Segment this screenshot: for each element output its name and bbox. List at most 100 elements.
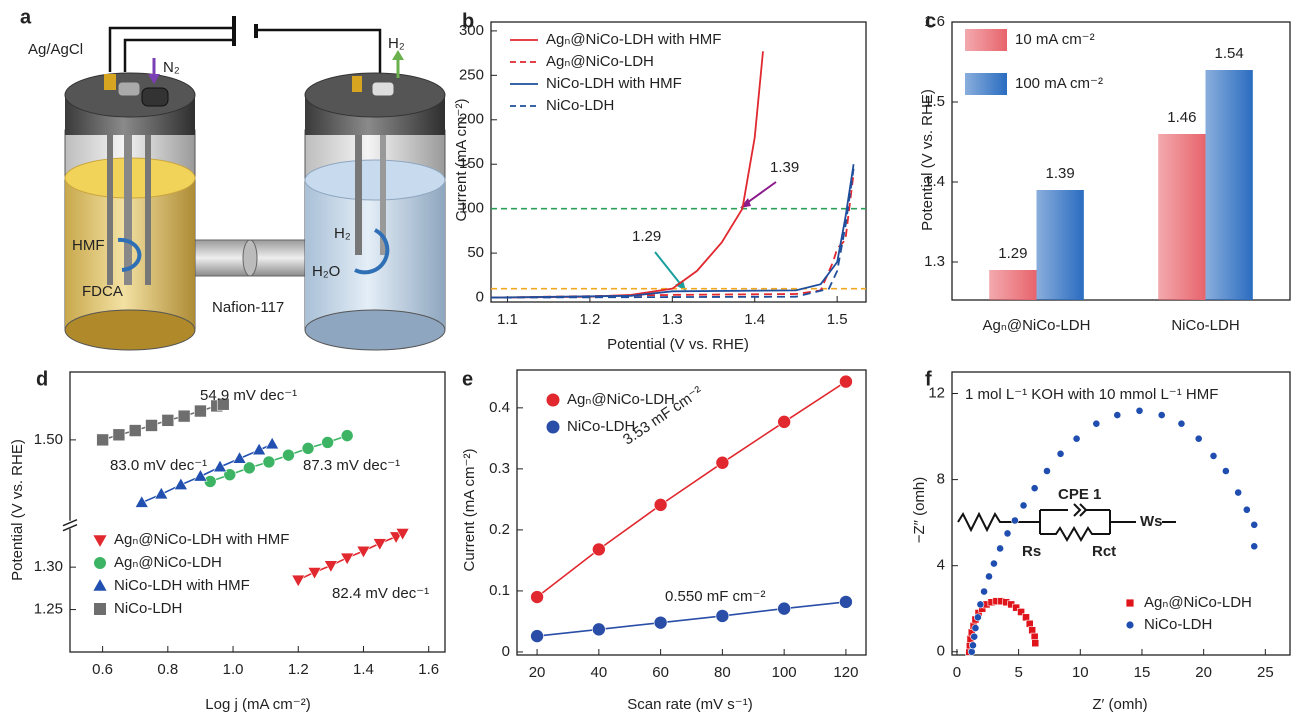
- y-axis-label: Potential (V vs. RHE): [919, 89, 936, 231]
- marker: [1011, 516, 1019, 525]
- x-tick-label: 0: [953, 664, 961, 681]
- electrode: [124, 135, 132, 285]
- marker: [980, 587, 988, 596]
- marker: [1092, 419, 1101, 428]
- x-tick-label: 5: [1014, 664, 1022, 681]
- marker: [282, 448, 295, 462]
- value-label: 1.29: [998, 245, 1027, 262]
- marker: [340, 429, 354, 442]
- diagram-label: N₂: [163, 59, 180, 76]
- marker: [1017, 608, 1025, 616]
- y-tick-label: 0: [937, 643, 945, 660]
- legend-label: NiCo-LDH: [114, 600, 182, 617]
- marker: [974, 613, 982, 622]
- x-tick-label: 100: [772, 664, 797, 681]
- annotation-arrow: [743, 181, 777, 206]
- electrode: [380, 135, 386, 255]
- legend-label: Agₙ@NiCo-LDH: [567, 391, 675, 408]
- y-tick-label: 250: [459, 66, 484, 83]
- y-tick-label: 0.3: [489, 460, 510, 477]
- plot-frame: [490, 21, 867, 303]
- diagram-label: H₂: [388, 35, 405, 52]
- reaction-arrow: [117, 237, 142, 272]
- x-tick-label: Agₙ@NiCo-LDH: [983, 317, 1091, 334]
- marker: [1126, 621, 1134, 629]
- marker: [212, 459, 228, 473]
- gas-arrow-head: [392, 50, 404, 60]
- plot-frame: [516, 369, 867, 656]
- bar: [1036, 190, 1084, 300]
- marker: [546, 393, 560, 407]
- diagram-label: FDCA: [82, 283, 123, 300]
- y-tick-label: 0.4: [489, 399, 510, 416]
- marker: [1056, 449, 1065, 458]
- x-tick-label: 1.4: [744, 311, 765, 328]
- marker: [967, 647, 976, 656]
- x-tick-label: 120: [833, 664, 858, 681]
- gas-arrow-head: [148, 74, 160, 84]
- legend-swatch: [965, 29, 1007, 51]
- marker: [1028, 626, 1037, 635]
- annotation-arrow-head: [740, 198, 751, 208]
- marker: [1157, 411, 1166, 419]
- marker: [985, 572, 993, 581]
- legend-label: 10 mA cm⁻²: [1015, 31, 1095, 48]
- diagram-label: H₂O: [312, 263, 340, 280]
- marker: [128, 424, 142, 437]
- annotation: 54.9 mV dec⁻¹: [200, 387, 297, 404]
- annotation: Rs: [1022, 543, 1041, 560]
- value-label: 1.54: [1215, 45, 1244, 62]
- marker: [154, 486, 169, 500]
- line: [490, 164, 855, 299]
- marker: [839, 595, 853, 609]
- x-tick-label: 1.0: [223, 661, 244, 678]
- y-tick-label: 1.5: [924, 93, 945, 110]
- marker: [252, 442, 267, 456]
- terminal: [104, 74, 116, 90]
- marker: [94, 603, 106, 615]
- terminal: [117, 81, 141, 97]
- legend-label: NiCo-LDH: [567, 418, 635, 435]
- diagram-label: HMF: [72, 237, 105, 254]
- marker: [291, 574, 306, 588]
- marker: [1030, 632, 1039, 641]
- x-tick-label: 1.6: [418, 661, 439, 678]
- marker: [243, 461, 256, 475]
- marker: [323, 560, 338, 573]
- x-tick-label: 20: [529, 664, 546, 681]
- electrode: [355, 135, 362, 255]
- axis-break: [62, 519, 78, 527]
- electrode: [145, 135, 151, 285]
- legend-label: NiCo-LDH: [546, 97, 614, 114]
- marker: [1135, 406, 1144, 415]
- electrolyte: [305, 180, 445, 330]
- marker: [321, 436, 334, 449]
- annotation: 1.39: [770, 159, 799, 176]
- marker: [715, 609, 730, 623]
- y-tick-label: 1.6: [924, 13, 945, 30]
- y-tick-label: 200: [459, 111, 484, 128]
- marker: [307, 567, 322, 580]
- x-tick-label: 60: [652, 664, 669, 681]
- y-tick-label: 1.4: [924, 173, 945, 190]
- marker: [1113, 411, 1122, 419]
- marker: [161, 414, 175, 427]
- plot-frame: [951, 371, 1291, 656]
- y-tick-label: 8: [937, 471, 945, 488]
- y-tick-label: 12: [928, 384, 945, 401]
- axis-break: [64, 520, 76, 529]
- annotation: 1.29: [632, 228, 661, 245]
- y-tick-label: 1.3: [924, 253, 945, 270]
- marker: [112, 428, 126, 442]
- marker: [372, 538, 387, 551]
- value-label: 1.46: [1167, 109, 1196, 126]
- x-tick-label: 80: [714, 664, 731, 681]
- marker: [969, 641, 977, 650]
- marker: [1242, 505, 1251, 514]
- wire: [108, 26, 382, 78]
- legend-swatch: [965, 73, 1007, 95]
- legend-label: NiCo-LDH with HMF: [546, 75, 682, 92]
- marker: [145, 419, 158, 432]
- marker: [990, 559, 998, 568]
- electrolyte-top: [304, 159, 446, 201]
